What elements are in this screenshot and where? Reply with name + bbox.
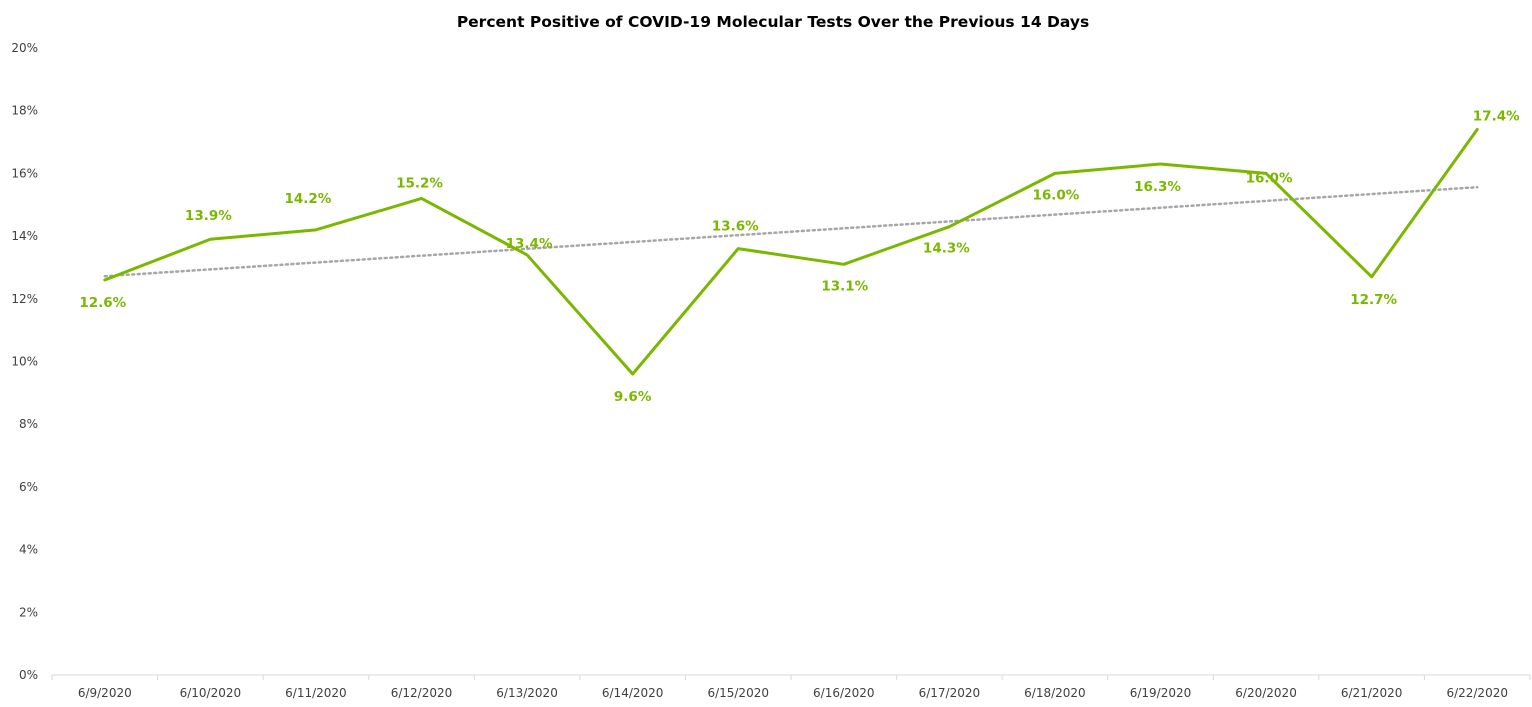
data-label: 16.3% [1134,179,1181,195]
data-label: 13.9% [185,208,232,224]
y-tick-label: 6% [19,480,38,494]
data-label: 15.2% [396,175,443,191]
y-tick-label: 0% [19,668,38,682]
x-tick-label: 6/11/2020 [285,686,347,700]
series-line [103,128,1479,376]
x-tick-label: 6/13/2020 [496,686,558,700]
data-label: 17.4% [1473,109,1520,125]
trendline-group [103,185,1479,278]
x-tick-label: 6/20/2020 [1235,686,1297,700]
y-tick-label: 8% [19,417,38,431]
y-tick-label: 2% [19,605,38,619]
x-tick-label: 6/17/2020 [919,686,981,700]
x-tick-label: 6/19/2020 [1130,686,1192,700]
x-tick-label: 6/15/2020 [707,686,769,700]
y-tick-label: 10% [11,355,38,369]
data-label: 13.4% [506,236,553,252]
y-tick-label: 12% [11,292,38,306]
data-label: 12.7% [1350,292,1397,308]
y-tick-label: 18% [11,104,38,118]
data-label: 14.2% [285,191,332,207]
x-tick-label: 6/14/2020 [602,686,664,700]
x-tick-label: 6/16/2020 [813,686,875,700]
data-label: 14.3% [923,241,970,257]
y-axis-ticks: 0% 2% 4% 6% 8% 10% 12% 14% 16% 18% 20% [11,41,38,682]
chart-title: Percent Positive of COVID-19 Molecular T… [457,13,1089,31]
data-label: 9.6% [614,389,652,405]
x-tick-label: 6/10/2020 [180,686,242,700]
y-tick-label: 20% [11,41,38,55]
data-label: 12.6% [79,295,126,311]
x-tick-label: 6/22/2020 [1446,686,1508,700]
y-tick-label: 14% [11,229,38,243]
data-labels: 12.6% 13.9% 14.2% 15.2% 13.4% 9.6% 13.6% 13.1% 1… [79,109,1520,406]
x-axis-ticks: 6/9/2020 6/10/2020 6/11/2020 6/12/2020 6/13/… [78,686,1508,700]
axes [51,674,1531,680]
x-tick-label: 6/9/2020 [78,686,132,700]
data-label: 16.0% [1033,187,1080,203]
x-tick-label: 6/18/2020 [1024,686,1086,700]
trendline [103,185,1479,278]
x-tick-label: 6/21/2020 [1341,686,1403,700]
data-label: 16.0% [1246,170,1293,186]
y-tick-label: 16% [11,166,38,180]
series-group [103,128,1479,376]
y-tick-label: 4% [19,543,38,557]
data-label: 13.6% [712,219,759,235]
x-tick-label: 6/12/2020 [391,686,453,700]
data-label: 13.1% [821,278,868,294]
